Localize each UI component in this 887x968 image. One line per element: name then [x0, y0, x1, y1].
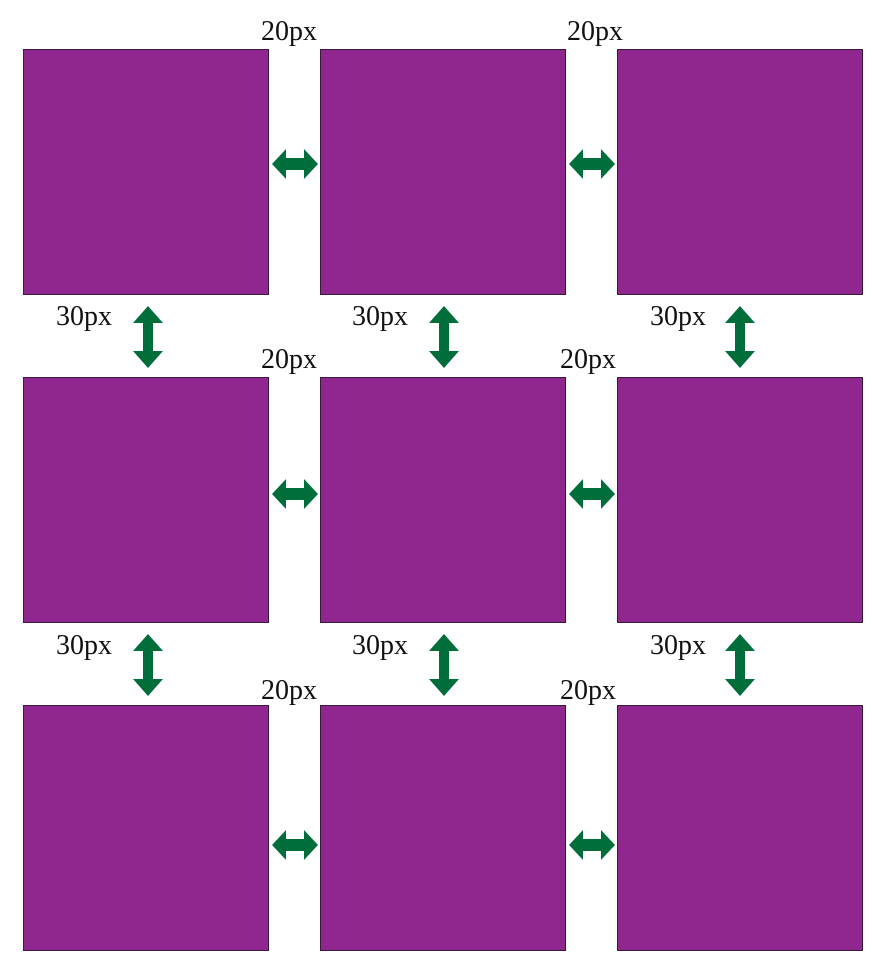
grid-cell-r1-c3	[617, 49, 863, 295]
column-gap-label-r3-b: 20px	[560, 675, 616, 706]
grid-cell-r3-c3	[617, 705, 863, 951]
horizontal-double-arrow-icon	[569, 479, 615, 509]
column-gap-label-r1-a: 20px	[261, 16, 317, 47]
grid-cell-r2-c1	[23, 377, 269, 623]
column-gap-label-r2-b: 20px	[560, 344, 616, 375]
horizontal-double-arrow-icon	[272, 830, 318, 860]
vertical-double-arrow-icon	[725, 306, 755, 368]
row-gap-label-2-c1: 30px	[56, 630, 112, 661]
row-gap-label-2-c2: 30px	[352, 630, 408, 661]
vertical-double-arrow-icon	[725, 634, 755, 696]
vertical-double-arrow-icon	[429, 634, 459, 696]
column-gap-label-r2-a: 20px	[261, 344, 317, 375]
vertical-double-arrow-icon	[133, 634, 163, 696]
horizontal-double-arrow-icon	[569, 830, 615, 860]
vertical-double-arrow-icon	[429, 306, 459, 368]
column-gap-label-r1-b: 20px	[567, 16, 623, 47]
horizontal-double-arrow-icon	[272, 149, 318, 179]
column-gap-label-r3-a: 20px	[261, 675, 317, 706]
grid-cell-r2-c2	[320, 377, 566, 623]
row-gap-label-1-c1: 30px	[56, 301, 112, 332]
vertical-double-arrow-icon	[133, 306, 163, 368]
row-gap-label-1-c3: 30px	[650, 301, 706, 332]
horizontal-double-arrow-icon	[569, 149, 615, 179]
horizontal-double-arrow-icon	[272, 479, 318, 509]
grid-cell-r1-c1	[23, 49, 269, 295]
row-gap-label-2-c3: 30px	[650, 630, 706, 661]
row-gap-label-1-c2: 30px	[352, 301, 408, 332]
grid-cell-r1-c2	[320, 49, 566, 295]
grid-cell-r2-c3	[617, 377, 863, 623]
grid-cell-r3-c1	[23, 705, 269, 951]
grid-cell-r3-c2	[320, 705, 566, 951]
